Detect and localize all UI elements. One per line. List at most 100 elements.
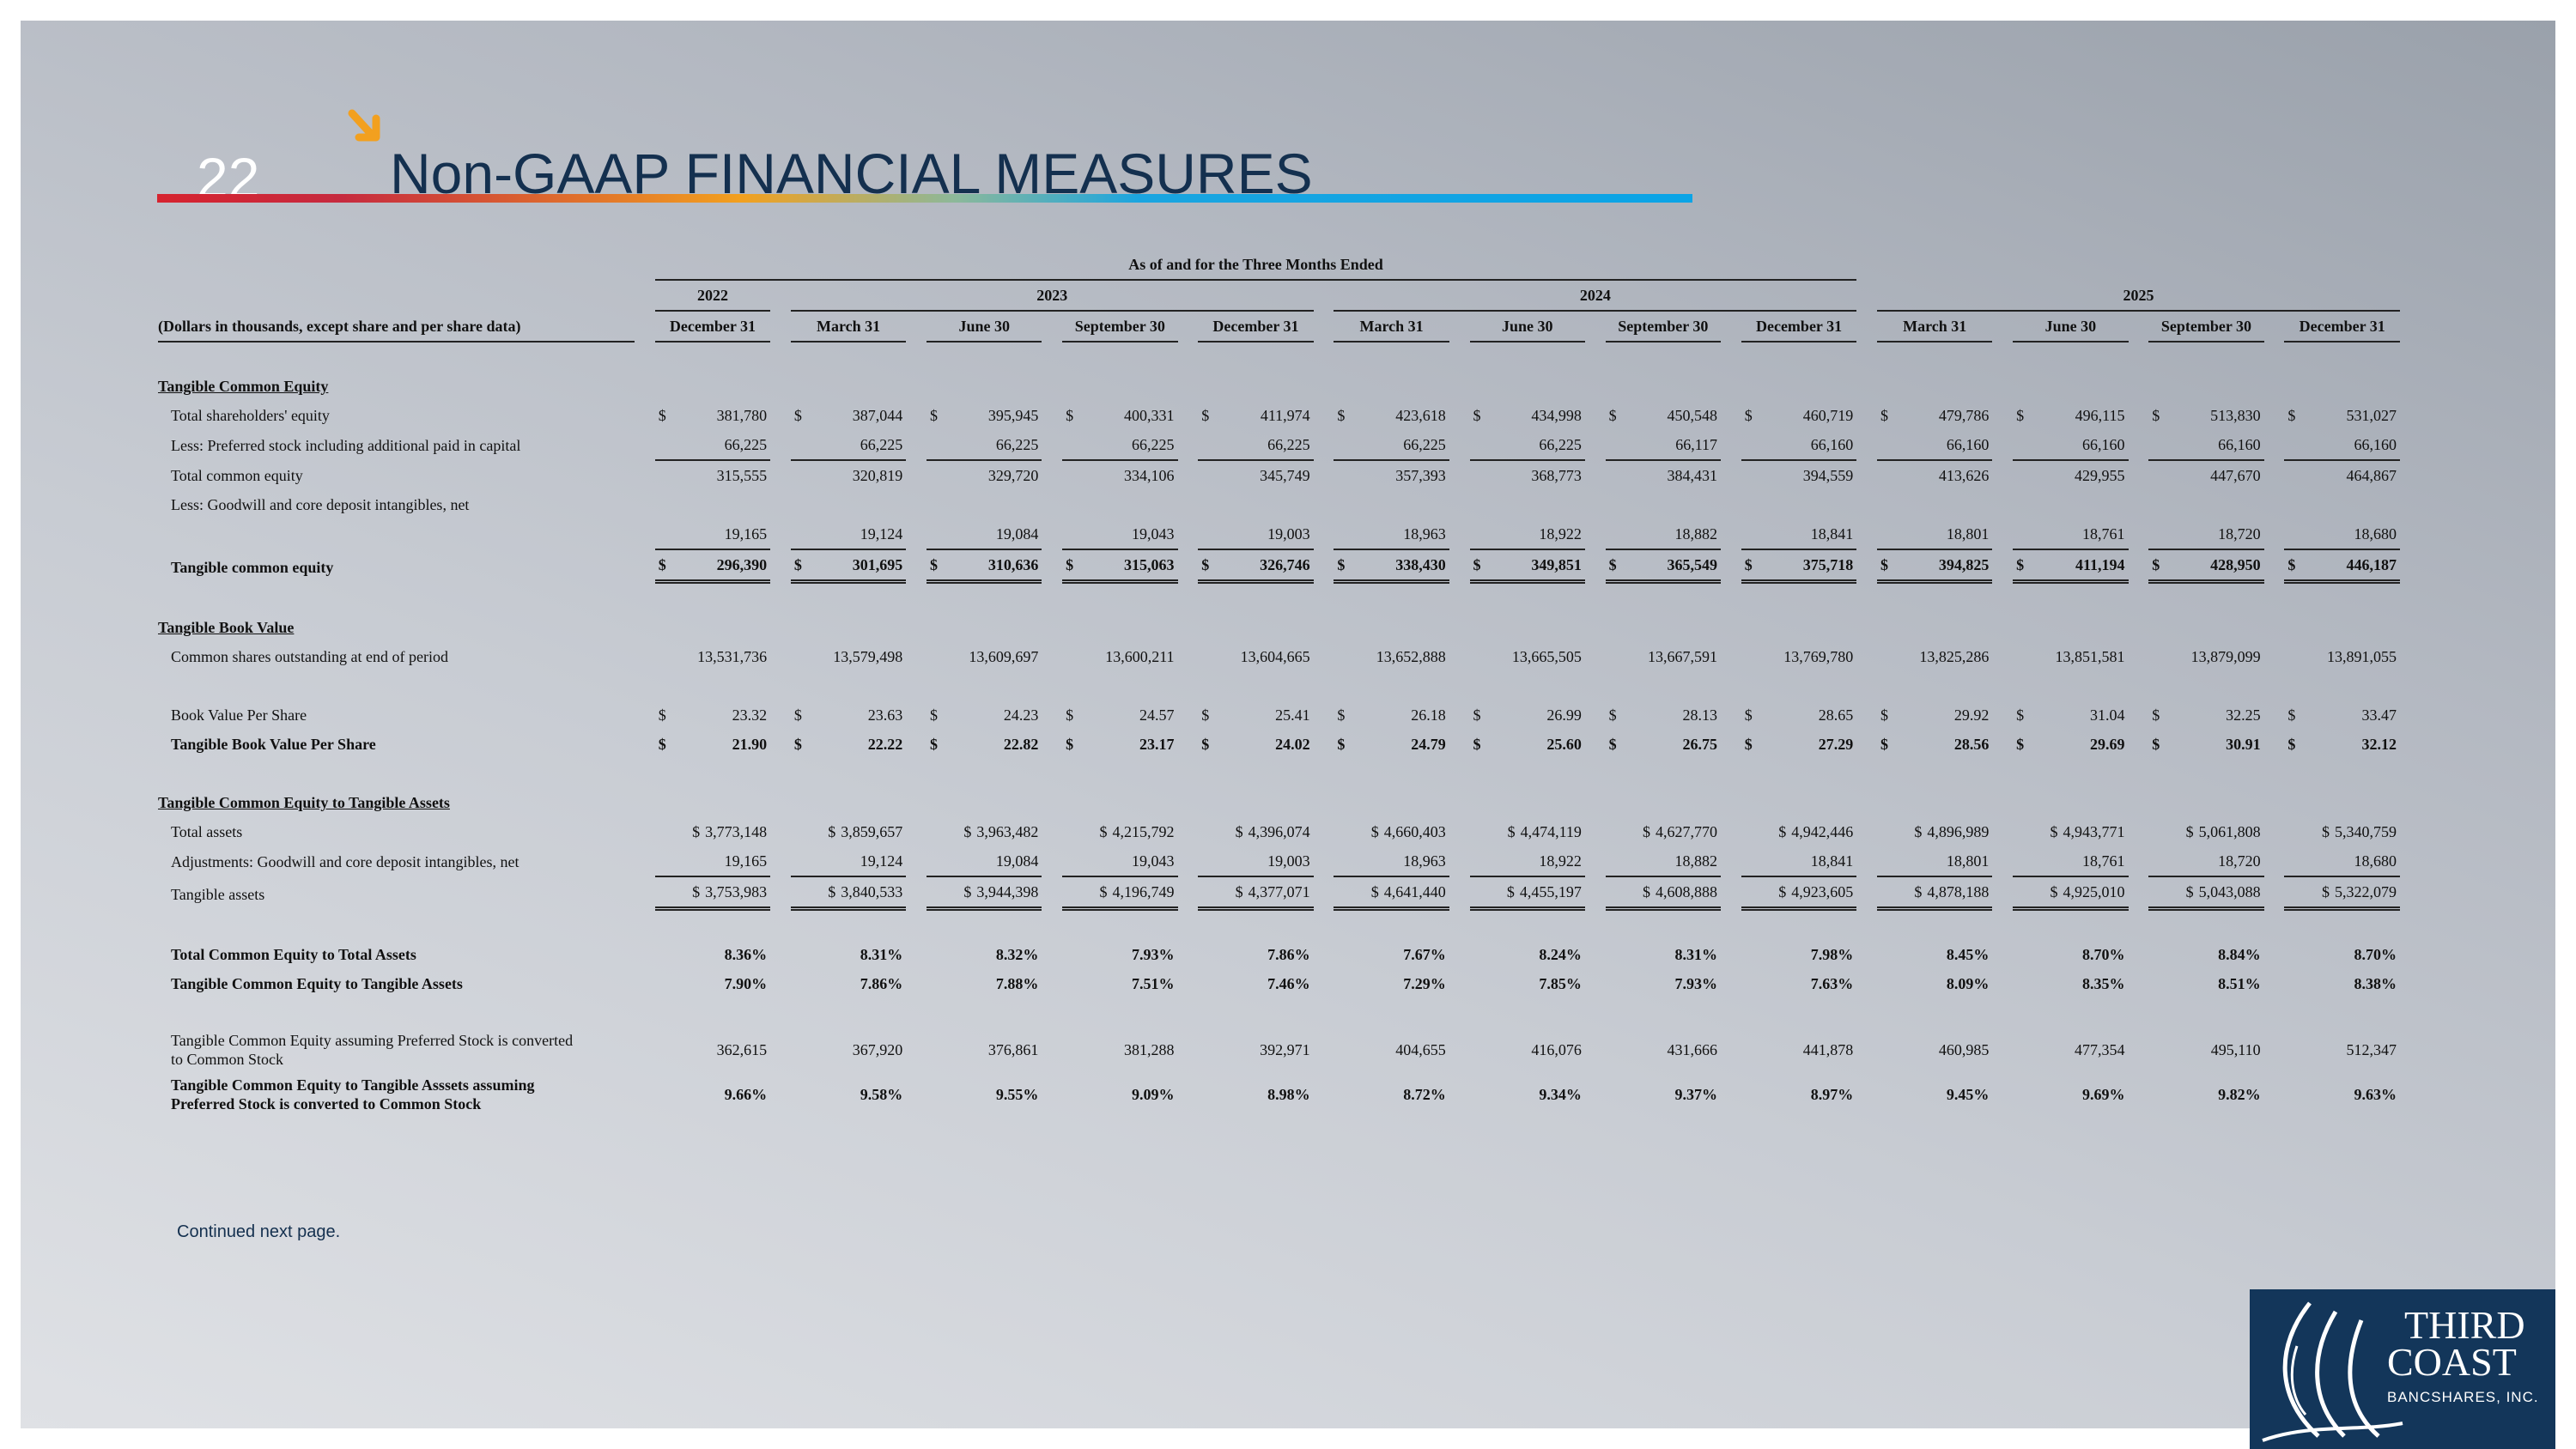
value-text: 29.92 xyxy=(1953,706,1990,724)
value-text: 4,474,119 xyxy=(1520,823,1582,840)
spacer-cell xyxy=(1585,642,1606,671)
spacer-cell xyxy=(1992,613,2013,642)
dollar-sign: $ xyxy=(1506,883,1515,900)
value-cell: 9.37% xyxy=(1674,1086,1718,1103)
value-text: 326,746 xyxy=(1260,556,1310,573)
spacer-cell xyxy=(906,642,927,671)
value-text: 387,044 xyxy=(852,407,903,424)
value-text: 23.63 xyxy=(867,706,903,724)
value-cell: 19,043 xyxy=(1062,519,1178,550)
value-wrap: $4,942,446 xyxy=(1741,824,1856,840)
dollar-sign: $ xyxy=(658,736,666,753)
spacer-cell xyxy=(1314,490,1334,519)
value-wrap: $4,396,074 xyxy=(1198,824,1313,840)
value-cell: 18,761 xyxy=(2013,846,2129,877)
value-cell xyxy=(927,372,1042,401)
spacer-cell xyxy=(1314,877,1334,911)
value-wrap: $5,340,759 xyxy=(2284,824,2400,840)
spacer-row xyxy=(158,584,2400,613)
dollar-sign: $ xyxy=(1507,823,1516,840)
value-wrap: $3,773,148 xyxy=(655,824,770,840)
value-wrap: $29.69 xyxy=(2013,737,2128,752)
value-cell: 9.66% xyxy=(724,1086,768,1103)
value-wrap: $24.02 xyxy=(1198,737,1313,752)
header-blank xyxy=(1585,312,1606,343)
header-blank xyxy=(770,312,791,343)
spacer-cell xyxy=(635,401,655,430)
value-text: 381,780 xyxy=(716,407,768,424)
dollar-sign: $ xyxy=(692,823,701,840)
spacer-row xyxy=(158,911,2400,940)
value-cell: 431,666 xyxy=(1667,1041,1718,1058)
value-cell: $4,925,010 xyxy=(2013,877,2129,911)
spacer-cell xyxy=(1992,1028,2013,1072)
spacer-cell xyxy=(1721,1028,1741,1072)
dollar-sign: $ xyxy=(1778,823,1787,840)
header-blank xyxy=(158,281,635,312)
value-text: 5,061,808 xyxy=(2198,823,2261,840)
value-cell: 13,825,286 xyxy=(1919,648,1990,665)
value-cell: 8.51% xyxy=(2218,975,2261,992)
header-blank xyxy=(906,312,927,343)
spacer-cell xyxy=(1856,613,1877,642)
spacer-cell xyxy=(1449,401,1470,430)
spacer-cell xyxy=(906,1072,927,1117)
header-blank xyxy=(1992,312,2013,343)
spacer-cell xyxy=(635,877,655,911)
value-cell: 477,354 xyxy=(2075,1041,2125,1058)
spacer-cell xyxy=(906,401,927,430)
spacer-cell xyxy=(1585,969,1606,998)
value-wrap: $26.75 xyxy=(1606,737,1721,752)
value-cell xyxy=(655,372,770,401)
spacer-cell xyxy=(2129,550,2149,584)
row-label: Less: Goodwill and core deposit intangib… xyxy=(171,496,470,513)
value-text: 4,455,197 xyxy=(1519,883,1582,900)
spacer-row xyxy=(158,343,2400,372)
value-wrap: $326,746 xyxy=(1198,557,1313,573)
value-text: 375,718 xyxy=(1802,556,1854,573)
value-text: 4,943,771 xyxy=(2063,823,2125,840)
dollar-sign: $ xyxy=(793,407,802,424)
spacer-cell xyxy=(1042,550,1062,584)
value-cell: 8.32% xyxy=(995,946,1039,963)
value-cell xyxy=(2148,788,2263,817)
spacer-cell xyxy=(1721,1072,1741,1117)
value-cell: 7.46% xyxy=(1267,975,1310,992)
value-text: 301,695 xyxy=(852,556,903,573)
spacer-cell xyxy=(635,372,655,401)
value-wrap: $531,027 xyxy=(2284,408,2400,423)
value-text: 28.56 xyxy=(1953,736,1990,753)
value-cell: $3,859,657 xyxy=(791,817,906,846)
value-cell: 7.98% xyxy=(1810,946,1854,963)
value-cell: $3,840,533 xyxy=(790,877,907,911)
row-label-line: Tangible Common Equity assuming Preferre… xyxy=(171,1032,574,1049)
value-cell: 464,867 xyxy=(2346,467,2397,484)
spacer-cell xyxy=(1721,817,1741,846)
arrow-down-right-icon xyxy=(348,109,380,142)
header-blank xyxy=(1877,250,1992,281)
spacer-cell xyxy=(1449,730,1470,759)
value-cell: $27.29 xyxy=(1741,730,1856,759)
value-cell: 18,801 xyxy=(1877,519,1993,550)
period-header: December 31 xyxy=(1741,312,1857,343)
value-cell: 18,761 xyxy=(2013,519,2129,550)
value-cell: 19,084 xyxy=(927,519,1042,550)
spacer-cell xyxy=(1856,817,1877,846)
dollar-sign: $ xyxy=(930,556,939,573)
spacer-cell xyxy=(1178,940,1199,969)
value-cell xyxy=(1062,788,1177,817)
spacer-cell xyxy=(635,817,655,846)
value-cell: $5,340,759 xyxy=(2284,817,2400,846)
header-blank xyxy=(635,281,655,312)
spacer-cell xyxy=(1314,788,1334,817)
period-header: September 30 xyxy=(1605,312,1722,343)
value-cell: $411,974 xyxy=(1198,401,1313,430)
value-cell xyxy=(1062,372,1177,401)
spacer-cell xyxy=(1992,877,2013,911)
dollar-sign: $ xyxy=(1643,823,1651,840)
value-cell xyxy=(655,490,770,519)
row-label: Total common equity xyxy=(171,467,303,484)
spacer-cell xyxy=(1314,613,1334,642)
value-cell: $450,548 xyxy=(1606,401,1721,430)
dollar-sign: $ xyxy=(1201,407,1210,424)
